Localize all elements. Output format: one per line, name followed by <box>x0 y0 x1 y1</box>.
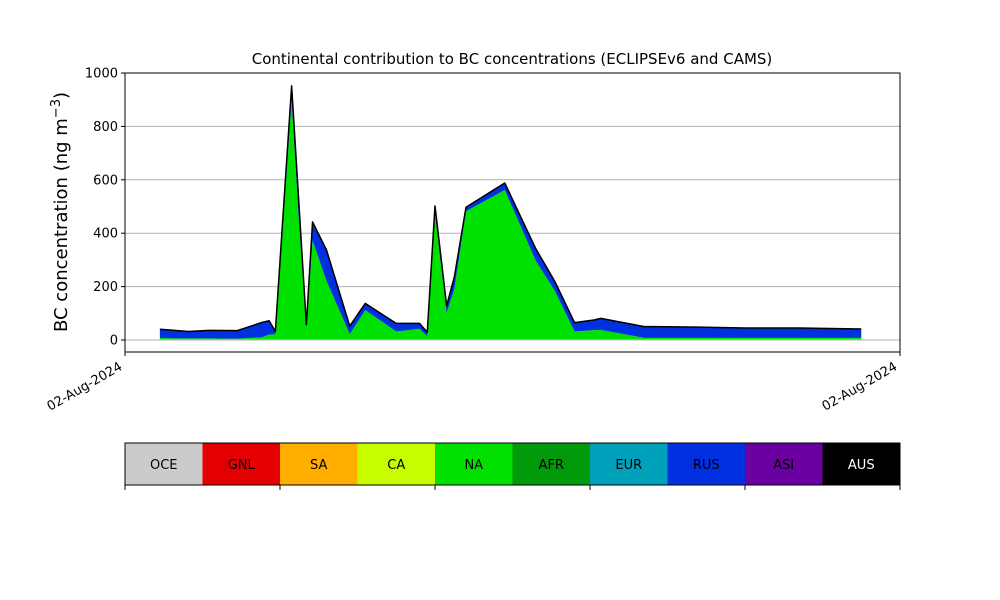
legend-swatch-gnl <box>202 443 280 485</box>
chart-title: Continental contribution to BC concentra… <box>252 50 773 68</box>
y-tick-label: 200 <box>93 280 118 295</box>
legend-swatch-sa <box>280 443 358 485</box>
legend-label-oce: OCE <box>150 458 178 473</box>
x-tick-label: 02-Aug-2024 <box>820 359 900 414</box>
legend-swatch-afr <box>512 443 590 485</box>
legend-swatch-aus <box>822 443 900 485</box>
total-outline <box>159 85 862 333</box>
legend-label-ca: CA <box>387 458 405 473</box>
area-na <box>159 100 862 340</box>
y-tick-label: 600 <box>93 173 118 188</box>
legend-label-gnl: GNL <box>228 458 256 473</box>
legend-swatch-asi <box>745 443 823 485</box>
legend-swatch-eur <box>590 443 668 485</box>
y-tick-label: 400 <box>93 227 118 242</box>
y-axis-label: BC concentration (ng m−3) <box>49 92 72 332</box>
legend-label-rus: RUS <box>693 458 720 473</box>
plot-frame <box>124 72 901 353</box>
legend-frame <box>124 442 901 486</box>
legend-label-asi: ASI <box>773 458 794 473</box>
legend-label-na: NA <box>464 458 483 473</box>
legend-swatch-ca <box>357 443 435 485</box>
y-tick-label: 1000 <box>85 67 118 82</box>
x-tick-label: 02-Aug-2024 <box>45 359 125 414</box>
y-tick-label: 800 <box>93 120 118 135</box>
legend-label-aus: AUS <box>848 458 875 473</box>
stacked-areas <box>159 85 862 340</box>
legend-swatch-na <box>435 443 513 485</box>
y-tick-label: 0 <box>110 333 118 348</box>
legend-label-afr: AFR <box>539 458 564 473</box>
area-oce <box>159 339 862 340</box>
legend-label-sa: SA <box>310 458 327 473</box>
legend-colorbar: OCE GNL SA CA NA AFR EUR RUS ASI AUS <box>124 442 901 490</box>
legend-swatch-rus <box>667 443 745 485</box>
legend-label-eur: EUR <box>615 458 642 473</box>
legend-swatch-oce <box>125 443 203 485</box>
